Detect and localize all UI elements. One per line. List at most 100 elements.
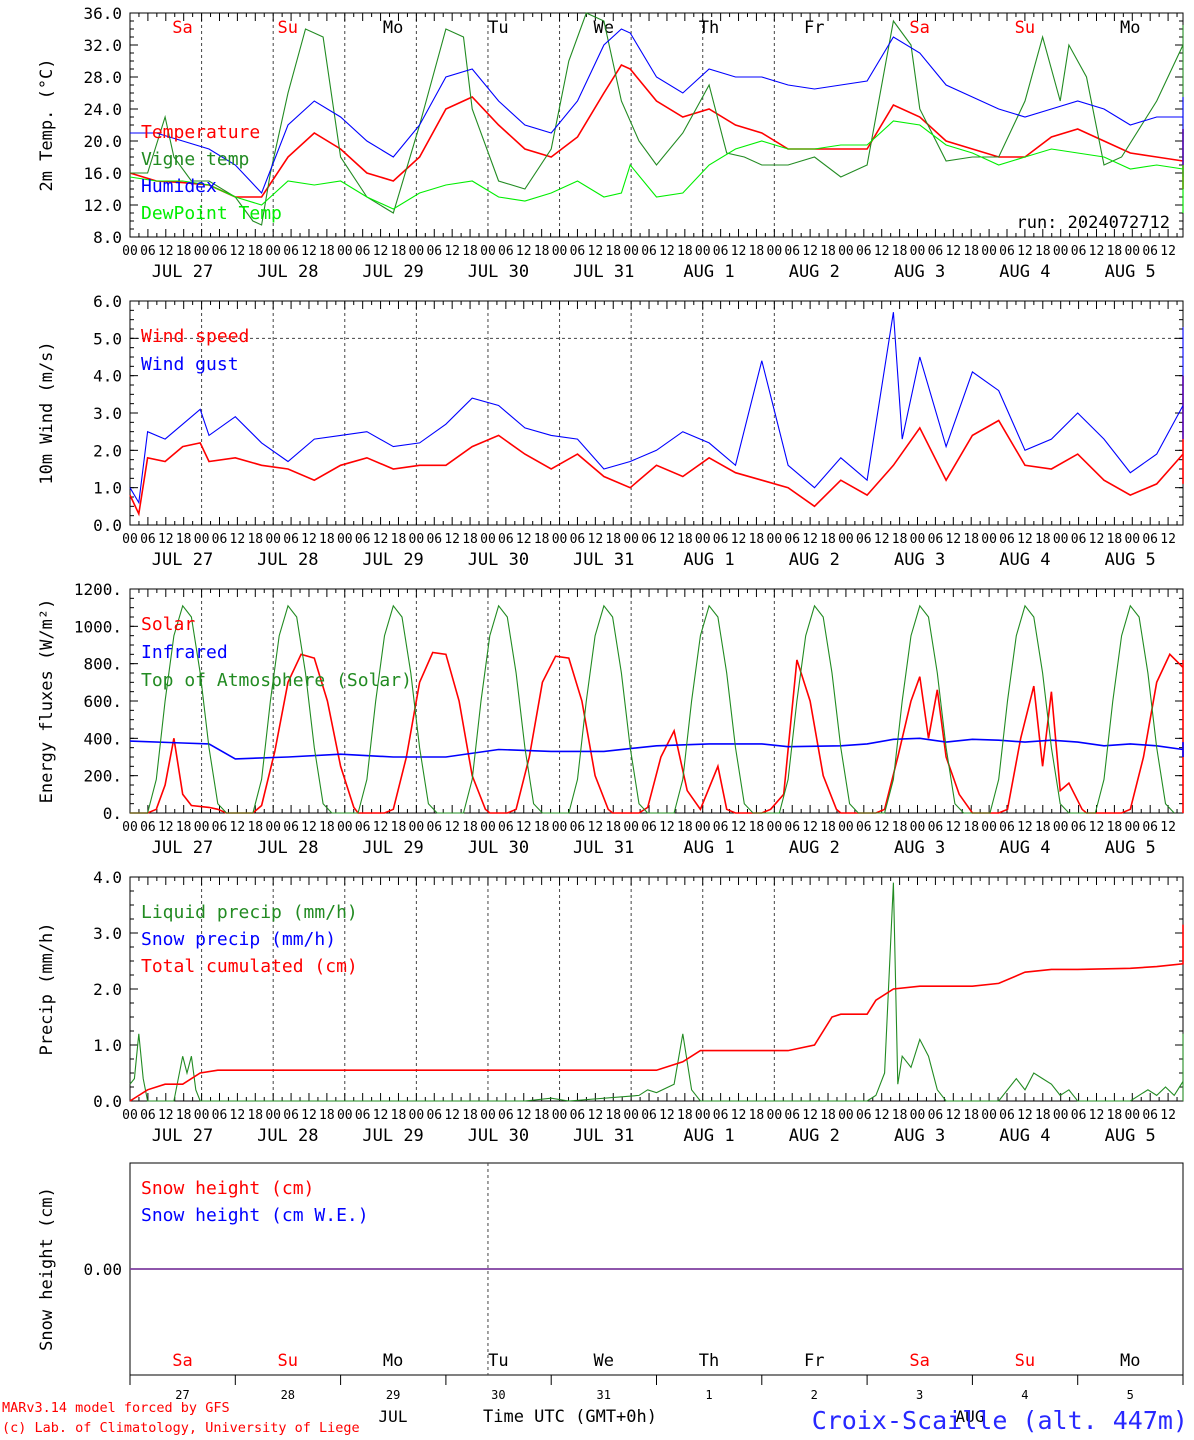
hour-tick-label: 06 xyxy=(784,1108,800,1123)
y-axis-title: 2m Temp. (°C) xyxy=(37,58,57,191)
hour-tick-label: 06 xyxy=(283,244,299,259)
hour-tick-label: 06 xyxy=(498,1108,514,1123)
y-tick-label: 20.0 xyxy=(83,132,122,151)
hour-tick-label: 00 xyxy=(552,244,568,259)
hour-tick-label: 06 xyxy=(999,820,1015,835)
hour-tick-label: 18 xyxy=(1035,820,1051,835)
hour-tick-label: 06 xyxy=(1071,1108,1087,1123)
hour-tick-label: 12 xyxy=(659,1108,675,1123)
hour-tick-label: 12 xyxy=(1089,532,1105,547)
hour-tick-label: 12 xyxy=(158,820,174,835)
y-tick-label: 4.0 xyxy=(93,868,122,887)
y-tick-label: 4.0 xyxy=(93,367,122,386)
hour-tick-label: 00 xyxy=(552,820,568,835)
hour-tick-label: 12 xyxy=(874,244,890,259)
hour-tick-label: 18 xyxy=(534,820,550,835)
date-label: AUG 1 xyxy=(683,550,734,570)
month-label-left: JUL xyxy=(379,1407,408,1426)
hour-tick-label: 18 xyxy=(1035,1108,1051,1123)
legend-entry: Wind gust xyxy=(141,354,239,375)
legend-entry: Vigne temp xyxy=(141,149,249,170)
hour-tick-label: 00 xyxy=(552,532,568,547)
date-label: AUG 2 xyxy=(789,838,840,858)
hour-tick-label: 12 xyxy=(373,532,389,547)
y-tick-label: 28.0 xyxy=(83,68,122,87)
y-tick-label: 32.0 xyxy=(83,36,122,55)
weekday-label: Mo xyxy=(383,1351,403,1371)
credit-line-2: (c) Lab. of Climatology, University of L… xyxy=(2,1420,360,1436)
series-line-dewpoint-temp xyxy=(129,120,1184,213)
hour-tick-label: 06 xyxy=(1142,244,1158,259)
date-label: JUL 29 xyxy=(362,262,423,282)
date-label: AUG 5 xyxy=(1105,838,1156,858)
hour-tick-label: 12 xyxy=(945,1108,961,1123)
hour-tick-label: 12 xyxy=(731,244,747,259)
hour-tick-label: 12 xyxy=(659,532,675,547)
hour-tick-label: 18 xyxy=(963,820,979,835)
y-tick-label: 12.0 xyxy=(83,196,122,215)
hour-tick-label: 18 xyxy=(820,820,836,835)
hour-tick-label: 18 xyxy=(1107,1108,1123,1123)
hour-tick-label: 06 xyxy=(212,1108,228,1123)
hour-tick-label: 00 xyxy=(194,1108,210,1123)
date-label: AUG 2 xyxy=(789,262,840,282)
hour-tick-label: 18 xyxy=(247,244,263,259)
station-name: Croix-Scaille (alt. 447m) xyxy=(812,1406,1188,1435)
date-label: AUG 2 xyxy=(789,550,840,570)
y-tick-label: 8.0 xyxy=(93,228,122,247)
hour-tick-label: 06 xyxy=(1071,532,1087,547)
hour-tick-label: 18 xyxy=(1035,244,1051,259)
date-label: AUG 1 xyxy=(683,1126,734,1146)
hour-tick-label: 06 xyxy=(283,1108,299,1123)
y-tick-label: 800. xyxy=(83,655,122,674)
hour-tick-label: 12 xyxy=(1017,1108,1033,1123)
hour-tick-label: 12 xyxy=(301,1108,317,1123)
date-label: AUG 3 xyxy=(894,838,945,858)
date-label: JUL 30 xyxy=(468,838,529,858)
hour-tick-label: 12 xyxy=(802,820,818,835)
y-tick-label: 200. xyxy=(83,767,122,786)
hour-tick-label: 18 xyxy=(176,820,192,835)
hour-tick-label: 12 xyxy=(1089,244,1105,259)
hour-tick-label: 00 xyxy=(265,1108,281,1123)
panel-3: 0. 200. 400. 600. 800. 1000. 1200. Energy fluxe… xyxy=(37,580,1184,858)
hour-tick-label: 00 xyxy=(409,1108,425,1123)
hour-tick-label: 18 xyxy=(391,532,407,547)
hour-tick-label: 00 xyxy=(623,532,639,547)
date-label: JUL 31 xyxy=(573,262,634,282)
legend-entry: Temperature xyxy=(141,122,260,143)
hour-tick-label: 06 xyxy=(641,532,657,547)
hour-tick-label: 12 xyxy=(516,1108,532,1123)
hour-tick-label: 00 xyxy=(981,820,997,835)
hour-tick-label: 18 xyxy=(749,820,765,835)
hour-tick-label: 00 xyxy=(337,532,353,547)
hour-tick-label: 18 xyxy=(963,532,979,547)
weekday-label: Su xyxy=(278,1351,298,1371)
hour-tick-label: 12 xyxy=(1017,532,1033,547)
hour-tick-label: 06 xyxy=(355,244,371,259)
weekday-label: Mo xyxy=(1120,1351,1140,1371)
y-axis-title: 10m Wind (m/s) xyxy=(37,341,57,484)
y-tick-label: 6.0 xyxy=(93,292,122,311)
legend-entry: Infrared xyxy=(141,642,228,663)
hour-tick-label: 00 xyxy=(265,820,281,835)
date-label: AUG 3 xyxy=(894,1126,945,1146)
hour-tick-label: 18 xyxy=(1107,820,1123,835)
weekday-label: Fr xyxy=(804,18,824,38)
weekday-label: Tu xyxy=(488,1351,508,1371)
hour-tick-label: 06 xyxy=(570,244,586,259)
hour-tick-label: 00 xyxy=(122,244,138,259)
hour-tick-label: 06 xyxy=(498,244,514,259)
hour-tick-label: 00 xyxy=(1053,532,1069,547)
legend-entry: Snow height (cm W.E.) xyxy=(141,1205,369,1226)
hour-tick-label: 12 xyxy=(588,532,604,547)
hour-tick-label: 12 xyxy=(731,820,747,835)
hour-tick-label: 18 xyxy=(605,244,621,259)
y-tick-label: 24.0 xyxy=(83,100,122,119)
hour-tick-label: 00 xyxy=(337,820,353,835)
legend-entry: Liquid precip (mm/h) xyxy=(141,902,358,923)
hour-tick-label: 06 xyxy=(1142,532,1158,547)
date-label: AUG 4 xyxy=(999,262,1050,282)
hour-tick-label: 18 xyxy=(677,1108,693,1123)
hour-tick-label: 00 xyxy=(409,820,425,835)
